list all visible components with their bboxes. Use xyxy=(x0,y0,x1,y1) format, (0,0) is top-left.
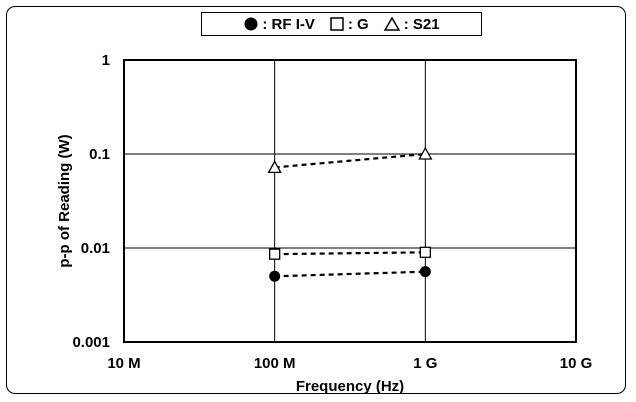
legend-item-g: : G xyxy=(329,16,369,33)
data-point-square xyxy=(269,248,281,260)
data-point-triangle xyxy=(418,146,433,160)
legend-label-rf-iv: : RF I-V xyxy=(262,15,315,33)
series-connector-line xyxy=(274,251,426,256)
x-tick-label: 100 M xyxy=(254,355,296,372)
y-tick-label: 1 xyxy=(102,52,110,69)
legend: : RF I-V : G : S21 xyxy=(201,12,482,36)
series-connector-line xyxy=(274,270,426,278)
legend-label-s21: : S21 xyxy=(403,15,440,33)
legend-label-g: : G xyxy=(347,15,369,33)
chart-frame xyxy=(6,6,626,394)
open-triangle-marker-icon xyxy=(383,16,401,31)
x-tick-label: 10 M xyxy=(107,355,140,372)
y-tick-label: 0.01 xyxy=(81,240,110,257)
data-point-triangle xyxy=(267,160,282,174)
legend-item-s21: : S21 xyxy=(383,16,440,33)
y-tick-label: 0.001 xyxy=(72,334,110,351)
open-square-marker-icon xyxy=(330,17,344,31)
filled-circle-marker-icon xyxy=(244,17,258,31)
y-tick-label: 0.1 xyxy=(89,146,110,163)
legend-item-rf-iv: : RF I-V xyxy=(243,16,315,33)
x-axis-title: Frequency (Hz) xyxy=(296,378,404,395)
data-point-circle xyxy=(269,270,281,282)
data-point-square xyxy=(419,246,431,258)
series-connector-line xyxy=(274,152,426,169)
y-axis-title: p-p of Reading (W) xyxy=(56,134,73,267)
data-point-circle xyxy=(419,266,431,278)
x-tick-label: 10 G xyxy=(560,355,593,372)
x-tick-label: 1 G xyxy=(413,355,437,372)
plot-area-border xyxy=(123,59,577,343)
